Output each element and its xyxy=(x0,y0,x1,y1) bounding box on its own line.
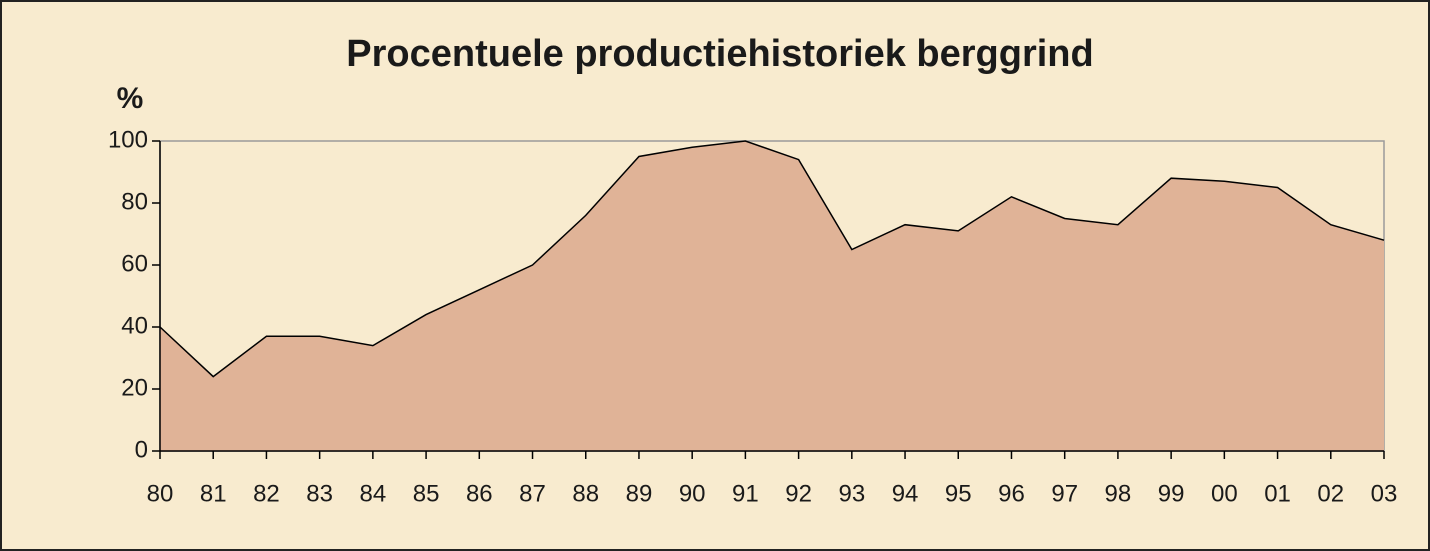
x-tick-label: 01 xyxy=(1264,480,1291,507)
y-tick-label: 100 xyxy=(108,126,148,153)
x-tick-label: 95 xyxy=(945,480,972,507)
x-tick-label: 96 xyxy=(998,480,1025,507)
x-tick-label: 82 xyxy=(253,480,280,507)
x-tick-label: 91 xyxy=(732,480,759,507)
x-tick-label: 03 xyxy=(1371,480,1398,507)
x-tick-label: 94 xyxy=(892,480,919,507)
x-tick-label: 02 xyxy=(1317,480,1344,507)
chart-title: Procentuele productiehistoriek berggrind xyxy=(346,33,1093,75)
x-tick-label: 86 xyxy=(466,480,493,507)
x-tick-label: 92 xyxy=(785,480,812,507)
x-tick-label: 90 xyxy=(679,480,706,507)
area-fill xyxy=(160,141,1384,451)
x-tick-label: 84 xyxy=(360,480,387,507)
x-tick-label: 81 xyxy=(200,480,227,507)
x-tick-label: 93 xyxy=(838,480,865,507)
x-tick-label: 83 xyxy=(306,480,333,507)
y-tick-label: 60 xyxy=(121,250,148,277)
y-tick-label: 40 xyxy=(121,312,148,339)
x-tick-label: 89 xyxy=(626,480,653,507)
x-tick-label: 85 xyxy=(413,480,440,507)
x-tick-label: 87 xyxy=(519,480,546,507)
y-tick-label: 0 xyxy=(135,436,148,463)
x-tick-label: 00 xyxy=(1211,480,1238,507)
x-tick-label: 80 xyxy=(147,480,174,507)
area-line xyxy=(159,140,1385,378)
x-tick-label: 98 xyxy=(1105,480,1132,507)
y-axis-label: % xyxy=(117,82,144,115)
x-tick-label: 97 xyxy=(1051,480,1078,507)
y-tick-label: 80 xyxy=(121,188,148,215)
x-tick-label: 99 xyxy=(1158,480,1185,507)
y-tick-label: 20 xyxy=(121,374,148,401)
x-tick-label: 88 xyxy=(572,480,599,507)
